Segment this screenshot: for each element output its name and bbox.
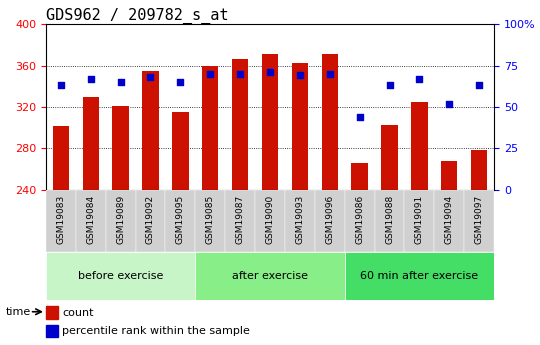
- Bar: [321, 54, 338, 190]
- Text: GSM19088: GSM19088: [385, 195, 394, 244]
- Text: before exercise: before exercise: [78, 271, 163, 281]
- Bar: [83, 97, 99, 190]
- Bar: [464, 190, 494, 252]
- Bar: [411, 102, 428, 190]
- Bar: [292, 63, 308, 190]
- Bar: [375, 190, 404, 252]
- Bar: [352, 163, 368, 190]
- Bar: [202, 66, 219, 190]
- Text: GSM19084: GSM19084: [86, 195, 95, 244]
- Text: GSM19087: GSM19087: [235, 195, 245, 244]
- Text: GSM19089: GSM19089: [116, 195, 125, 244]
- Point: [176, 79, 185, 85]
- Bar: [46, 190, 76, 252]
- Point: [385, 83, 394, 88]
- Bar: [441, 161, 457, 190]
- Bar: [255, 190, 285, 252]
- Point: [475, 83, 483, 88]
- Bar: [46, 325, 58, 337]
- Bar: [232, 59, 248, 190]
- Text: GSM19085: GSM19085: [206, 195, 215, 244]
- Point: [445, 101, 454, 106]
- Bar: [345, 190, 375, 252]
- Bar: [52, 126, 69, 190]
- Point: [266, 69, 274, 75]
- Bar: [112, 106, 129, 190]
- Text: GSM19095: GSM19095: [176, 195, 185, 244]
- Text: GSM19083: GSM19083: [56, 195, 65, 244]
- Point: [295, 73, 304, 78]
- Point: [57, 83, 65, 88]
- Point: [116, 79, 125, 85]
- Point: [326, 71, 334, 77]
- Point: [355, 114, 364, 120]
- Bar: [195, 190, 225, 252]
- Bar: [142, 71, 159, 190]
- Bar: [381, 125, 398, 190]
- Text: 60 min after exercise: 60 min after exercise: [360, 271, 478, 281]
- Text: GSM19091: GSM19091: [415, 195, 424, 244]
- Point: [236, 71, 245, 77]
- Bar: [165, 190, 195, 252]
- Text: percentile rank within the sample: percentile rank within the sample: [62, 326, 250, 336]
- Text: time: time: [5, 307, 31, 317]
- Bar: [195, 252, 345, 300]
- Bar: [434, 190, 464, 252]
- Text: count: count: [62, 308, 93, 317]
- Text: GSM19090: GSM19090: [266, 195, 274, 244]
- Text: GSM19094: GSM19094: [445, 195, 454, 244]
- Bar: [76, 190, 106, 252]
- Text: GSM19096: GSM19096: [325, 195, 334, 244]
- Bar: [46, 306, 58, 319]
- Bar: [172, 112, 188, 190]
- Text: GSM19092: GSM19092: [146, 195, 155, 244]
- Bar: [345, 252, 494, 300]
- Bar: [46, 252, 195, 300]
- Point: [146, 75, 155, 80]
- Point: [86, 76, 95, 81]
- Point: [206, 71, 214, 77]
- Text: after exercise: after exercise: [232, 271, 308, 281]
- Text: GSM19086: GSM19086: [355, 195, 364, 244]
- Bar: [262, 54, 278, 190]
- Bar: [285, 190, 315, 252]
- Bar: [471, 150, 488, 190]
- Bar: [225, 190, 255, 252]
- Text: GDS962 / 209782_s_at: GDS962 / 209782_s_at: [46, 8, 228, 24]
- Bar: [315, 190, 345, 252]
- Text: GSM19097: GSM19097: [475, 195, 484, 244]
- Bar: [106, 190, 136, 252]
- Text: GSM19093: GSM19093: [295, 195, 305, 244]
- Bar: [404, 190, 434, 252]
- Point: [415, 76, 424, 81]
- Bar: [136, 190, 165, 252]
